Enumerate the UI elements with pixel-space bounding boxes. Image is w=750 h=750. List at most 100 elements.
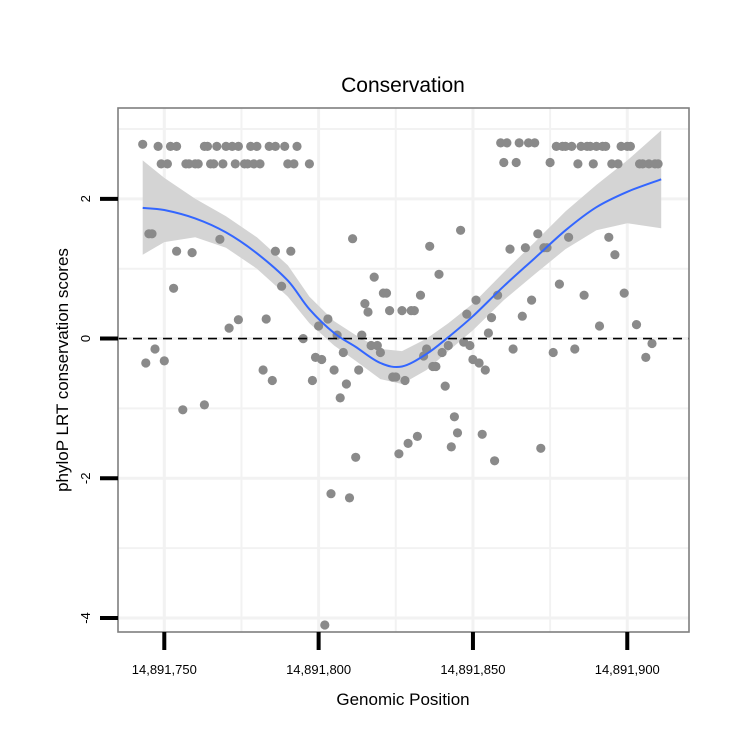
data-point: [224, 323, 234, 333]
data-point: [400, 375, 410, 386]
data-point: [261, 314, 271, 324]
data-point: [403, 438, 413, 448]
y-tick-label: -4: [78, 612, 93, 624]
data-point: [178, 405, 188, 415]
data-point: [335, 393, 345, 403]
data-point: [527, 295, 537, 305]
data-point: [341, 379, 351, 389]
data-point: [187, 248, 197, 258]
data-point: [286, 246, 296, 256]
data-point: [619, 288, 629, 298]
data-point: [218, 159, 228, 169]
data-point: [323, 314, 333, 324]
data-point: [548, 347, 558, 358]
data-point: [314, 321, 324, 331]
data-point: [372, 340, 382, 351]
data-point: [437, 347, 447, 358]
data-point: [255, 159, 265, 169]
data-point: [338, 347, 348, 358]
x-tick-label: 14,891,750: [132, 662, 197, 677]
data-point: [150, 344, 160, 354]
data-points: [138, 138, 663, 630]
data-point: [452, 428, 463, 438]
data-point: [409, 306, 419, 316]
y-tick-label: 2: [78, 195, 93, 202]
data-point: [440, 381, 450, 391]
data-point: [277, 281, 287, 291]
data-point: [233, 141, 243, 151]
data-point: [554, 279, 565, 289]
data-point: [530, 138, 540, 148]
data-point: [613, 159, 623, 169]
data-point: [397, 306, 407, 316]
x-tick-label: 14,891,850: [440, 662, 505, 677]
data-point: [480, 365, 490, 375]
data-point: [360, 299, 370, 309]
data-point: [304, 159, 314, 169]
data-point: [502, 138, 512, 148]
data-point: [363, 307, 373, 317]
data-point: [326, 489, 336, 499]
data-point: [375, 347, 385, 358]
data-point: [317, 354, 327, 365]
plot-panel: [117, 107, 690, 633]
data-point: [505, 244, 515, 254]
data-point: [594, 321, 605, 331]
y-axis-title: phyloP LRT conservation scores: [53, 248, 72, 492]
data-point: [579, 290, 589, 300]
data-point: [320, 620, 330, 630]
data-point: [215, 234, 225, 244]
data-point: [511, 157, 521, 168]
data-point: [193, 159, 203, 169]
data-point: [533, 229, 543, 239]
data-point: [412, 431, 422, 441]
data-point: [172, 141, 182, 151]
data-point: [159, 356, 169, 366]
data-point: [354, 365, 364, 375]
data-point: [456, 225, 466, 235]
x-tick-label: 14,891,900: [595, 662, 660, 677]
data-point: [641, 352, 651, 362]
data-point: [230, 159, 240, 169]
data-point: [564, 232, 574, 242]
data-point: [610, 250, 620, 260]
x-axis-title: Genomic Position: [336, 690, 469, 709]
data-point: [601, 141, 611, 151]
data-point: [270, 246, 280, 256]
data-point: [289, 159, 299, 169]
data-point: [474, 358, 484, 368]
data-point: [141, 358, 151, 368]
data-point: [233, 315, 243, 325]
data-point: [567, 141, 577, 151]
data-point: [471, 295, 481, 305]
data-point: [570, 344, 580, 354]
data-point: [631, 320, 642, 330]
data-point: [212, 141, 222, 151]
data-point: [357, 330, 367, 340]
data-point: [169, 283, 179, 293]
data-point: [490, 456, 500, 466]
data-point: [499, 157, 509, 168]
chart-title: Conservation: [341, 74, 465, 97]
data-point: [199, 400, 209, 410]
data-point: [647, 338, 657, 349]
data-point: [394, 449, 404, 459]
data-point: [520, 243, 531, 253]
data-point: [267, 375, 277, 386]
x-axis: 14,891,750 14,891,800 14,891,850 14,891,900: [132, 632, 660, 677]
data-point: [517, 311, 527, 321]
confidence-ribbon: [142, 130, 662, 384]
data-point: [434, 269, 444, 279]
data-point: [486, 313, 497, 323]
data-point: [292, 141, 302, 151]
data-point: [270, 141, 280, 151]
data-point: [252, 141, 262, 151]
data-point: [465, 340, 475, 351]
data-point: [162, 159, 172, 169]
data-point: [604, 232, 614, 242]
data-point: [172, 246, 182, 256]
data-point: [202, 141, 213, 151]
data-point: [449, 412, 459, 422]
data-point: [431, 361, 441, 372]
data-point: [369, 272, 379, 282]
